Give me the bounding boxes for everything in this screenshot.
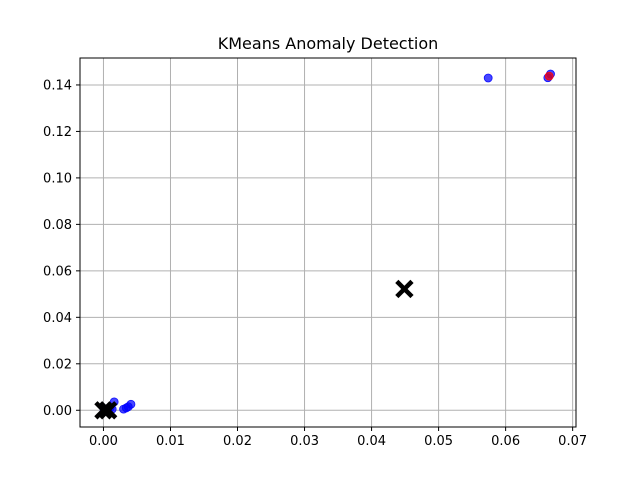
x-tick-label: 0.03 bbox=[290, 434, 319, 449]
scatter-point bbox=[483, 73, 493, 83]
x-tick-label: 0.06 bbox=[491, 434, 520, 449]
x-tick-label: 0.02 bbox=[223, 434, 252, 449]
y-tick-label: 0.08 bbox=[43, 218, 72, 233]
grid-lines bbox=[80, 58, 576, 427]
y-tick-label: 0.06 bbox=[43, 264, 72, 279]
y-tick-label: 0.04 bbox=[43, 311, 72, 326]
x-tick-label: 0.04 bbox=[357, 434, 386, 449]
x-tick-label: 0.01 bbox=[156, 434, 185, 449]
y-tick-label: 0.02 bbox=[43, 357, 72, 372]
x-tick-label: 0.05 bbox=[424, 434, 453, 449]
axes-frame bbox=[79, 57, 577, 428]
y-tick-label: 0.10 bbox=[43, 171, 72, 186]
cluster-centroid-marker bbox=[395, 279, 414, 299]
cluster-centroid-marker bbox=[94, 401, 113, 420]
y-tick-label: 0.14 bbox=[43, 78, 72, 93]
y-tick-label: 0.00 bbox=[43, 404, 72, 419]
scatter-point bbox=[544, 71, 554, 81]
axis-ticks: 0.00 0.01 0.02 0.03 0.04 0.05 0.06 0.07 0.00 0.02… bbox=[43, 78, 587, 449]
scatter-point bbox=[126, 399, 136, 409]
data-points bbox=[94, 69, 555, 420]
y-tick-label: 0.12 bbox=[43, 125, 72, 140]
chart-title: KMeans Anomaly Detection bbox=[218, 34, 439, 53]
x-tick-label: 0.07 bbox=[558, 434, 587, 449]
cluster-centroid-marker bbox=[98, 401, 118, 420]
x-tick-label: 0.00 bbox=[89, 434, 118, 449]
